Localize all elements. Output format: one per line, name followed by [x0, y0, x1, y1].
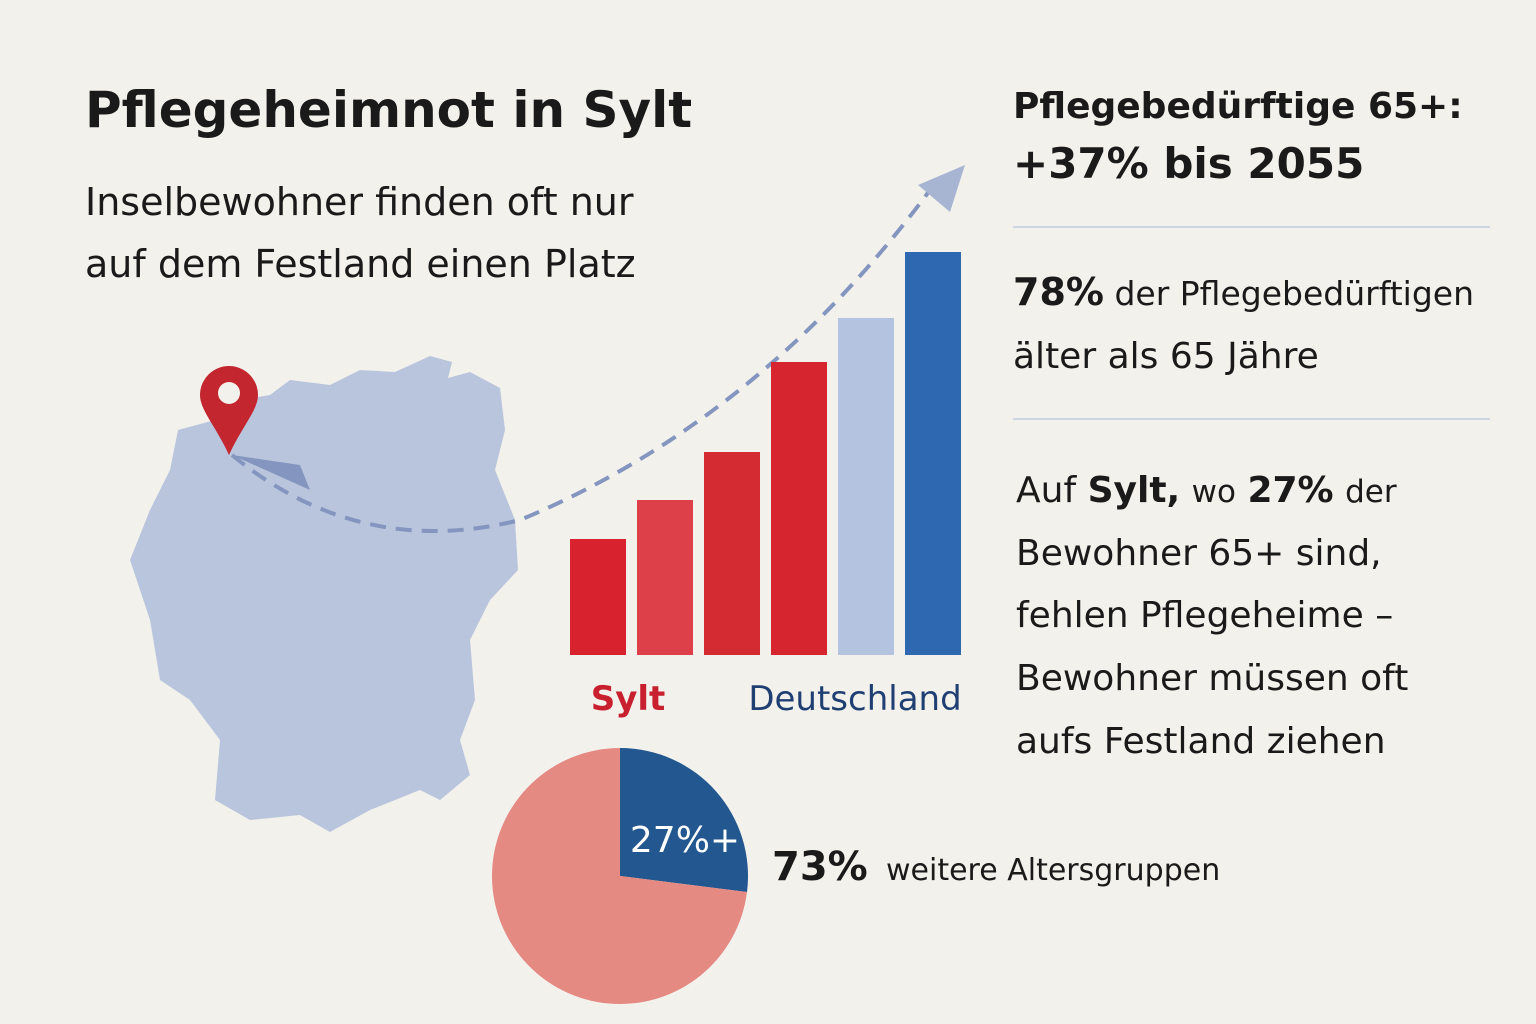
bar: [771, 362, 827, 655]
bar: [905, 252, 961, 655]
word: Auf: [1016, 470, 1077, 511]
fact-rest: der Pflegebedürftigen: [1114, 274, 1474, 313]
subtitle: Inselbewohner finden oft nur: [85, 180, 634, 224]
pie-label: 27%+: [630, 820, 740, 861]
map-pin-hole: [218, 382, 240, 404]
pie-legend: weitere Altersgruppen: [886, 853, 1220, 888]
map-pin: [200, 366, 258, 455]
fact-text: fehlen Pflegeheime –: [1016, 595, 1393, 636]
germany-map: [130, 356, 518, 832]
arrow-head: [232, 455, 310, 490]
word: wo: [1192, 474, 1236, 510]
word: Sylt,: [1088, 470, 1181, 511]
subtitle: auf dem Festland einen Platz: [85, 242, 636, 286]
bar: [704, 452, 760, 655]
fact-strong: 78%: [1013, 270, 1104, 314]
fact-text: Pflegebedürftige 65+:: [1013, 86, 1463, 127]
pie-label: 73%: [772, 844, 868, 890]
fact-text: aufs Festland ziehen: [1016, 721, 1386, 762]
group-label: Deutschland: [748, 679, 961, 719]
pie-slice: [620, 748, 748, 893]
word: der: [1345, 474, 1397, 510]
word: 27%: [1247, 470, 1333, 511]
fact-text: Bewohner müssen oft: [1016, 658, 1408, 699]
fact-text: Auf Sylt, wo 27% der: [1016, 470, 1397, 511]
group-label: Sylt: [591, 679, 666, 719]
arrow-head: [918, 165, 965, 212]
fact-text: 78% der Pflegebedürftigen: [1013, 270, 1474, 314]
dashed-arrow: [230, 188, 932, 534]
title: Pflegeheimnot in Sylt: [85, 81, 692, 139]
fact-text: Bewohner 65+ sind,: [1016, 533, 1382, 574]
bar: [838, 318, 894, 655]
fact-text: +37% bis 2055: [1013, 139, 1364, 188]
bar: [570, 539, 626, 655]
fact-text: älter als 65 Jähre: [1013, 336, 1319, 377]
pie-slice: [492, 748, 747, 1005]
bar: [637, 500, 693, 655]
